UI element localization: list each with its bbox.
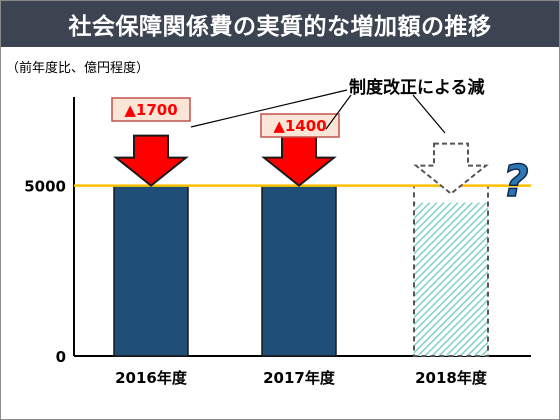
annotation-leader-line [325,94,352,130]
down-arrow-icon [113,134,189,187]
reduction-label-box [260,113,340,138]
x-tick-label: 2017年度 [263,369,336,387]
question-mark-icon: ? [503,156,529,207]
bar [261,184,337,357]
reduction-label: ▲1700 [124,101,177,119]
unit-label: （前年度比、億円程度） [6,61,150,76]
y-tick-label: 0 [56,348,66,366]
annotation-label: 制度改正による減 [349,77,485,98]
annotation-leader-line [190,89,348,128]
x-tick-label: 2016年度 [115,369,188,387]
x-tick-label: 2018年度 [415,369,488,387]
annotation-leader-line [412,94,446,134]
reduction-label: ▲1400 [273,117,326,135]
projected-bar [414,202,488,356]
bar [113,184,189,357]
chart-title: 社会保障関係費の実質的な増加額の推移 [68,14,492,40]
down-arrow-icon [261,134,337,187]
reduction-label-box [111,97,191,122]
title-bar: 社会保障関係費の実質的な増加額の推移 [1,1,559,47]
down-arrow-icon [413,142,489,195]
y-tick-label: 5000 [24,178,66,196]
